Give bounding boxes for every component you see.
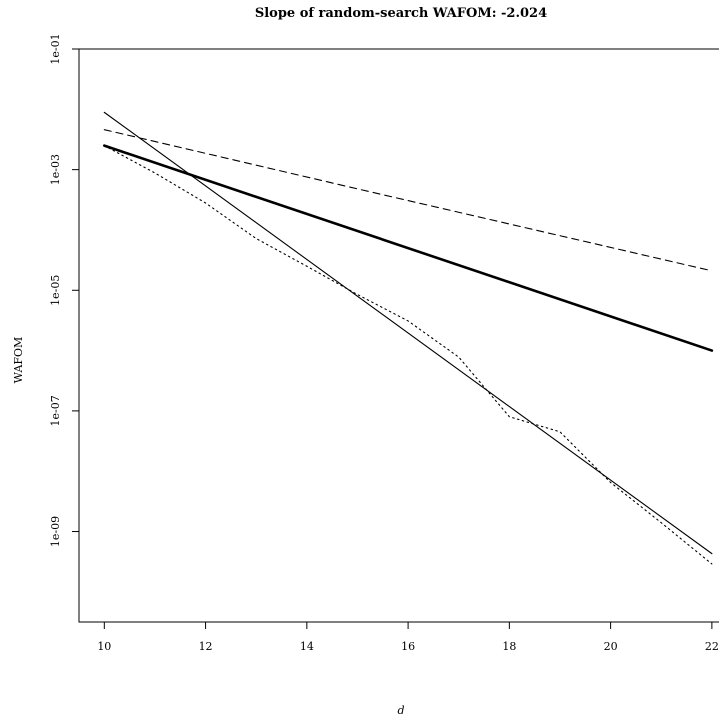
series-layer xyxy=(103,111,714,565)
chart-title: Slope of random-search WAFOM: -2.024 xyxy=(255,6,547,21)
y-tick-label: 1e-03 xyxy=(49,154,62,185)
y-tick-label: 1e-01 xyxy=(49,33,62,64)
x-tick-label: 10 xyxy=(97,640,111,653)
x-tick-label: 16 xyxy=(401,640,415,653)
y-axis-label: WAFOM xyxy=(12,337,25,384)
plot-frame xyxy=(78,48,719,623)
series-line-dotted xyxy=(103,145,713,565)
series-line-solid-thick xyxy=(103,144,714,352)
y-tick-label: 1e-07 xyxy=(49,395,62,426)
y-tick-label: 1e-05 xyxy=(49,275,62,306)
x-tick-label: 12 xyxy=(199,640,213,653)
y-axis: 1e-01 1e-03 1e-05 1e-07 1e-09 xyxy=(49,33,79,547)
y-tick-label: 1e-09 xyxy=(49,516,62,547)
x-axis-label: d xyxy=(397,704,404,717)
x-tick-label: 22 xyxy=(705,640,719,653)
x-tick-label: 18 xyxy=(502,640,516,653)
x-tick-label: 14 xyxy=(300,640,314,653)
x-axis: 10 12 14 16 18 20 22 xyxy=(97,622,719,653)
x-tick-label: 20 xyxy=(604,640,618,653)
series-line-dashed xyxy=(103,129,713,272)
series-line-solid-thin xyxy=(103,111,713,555)
